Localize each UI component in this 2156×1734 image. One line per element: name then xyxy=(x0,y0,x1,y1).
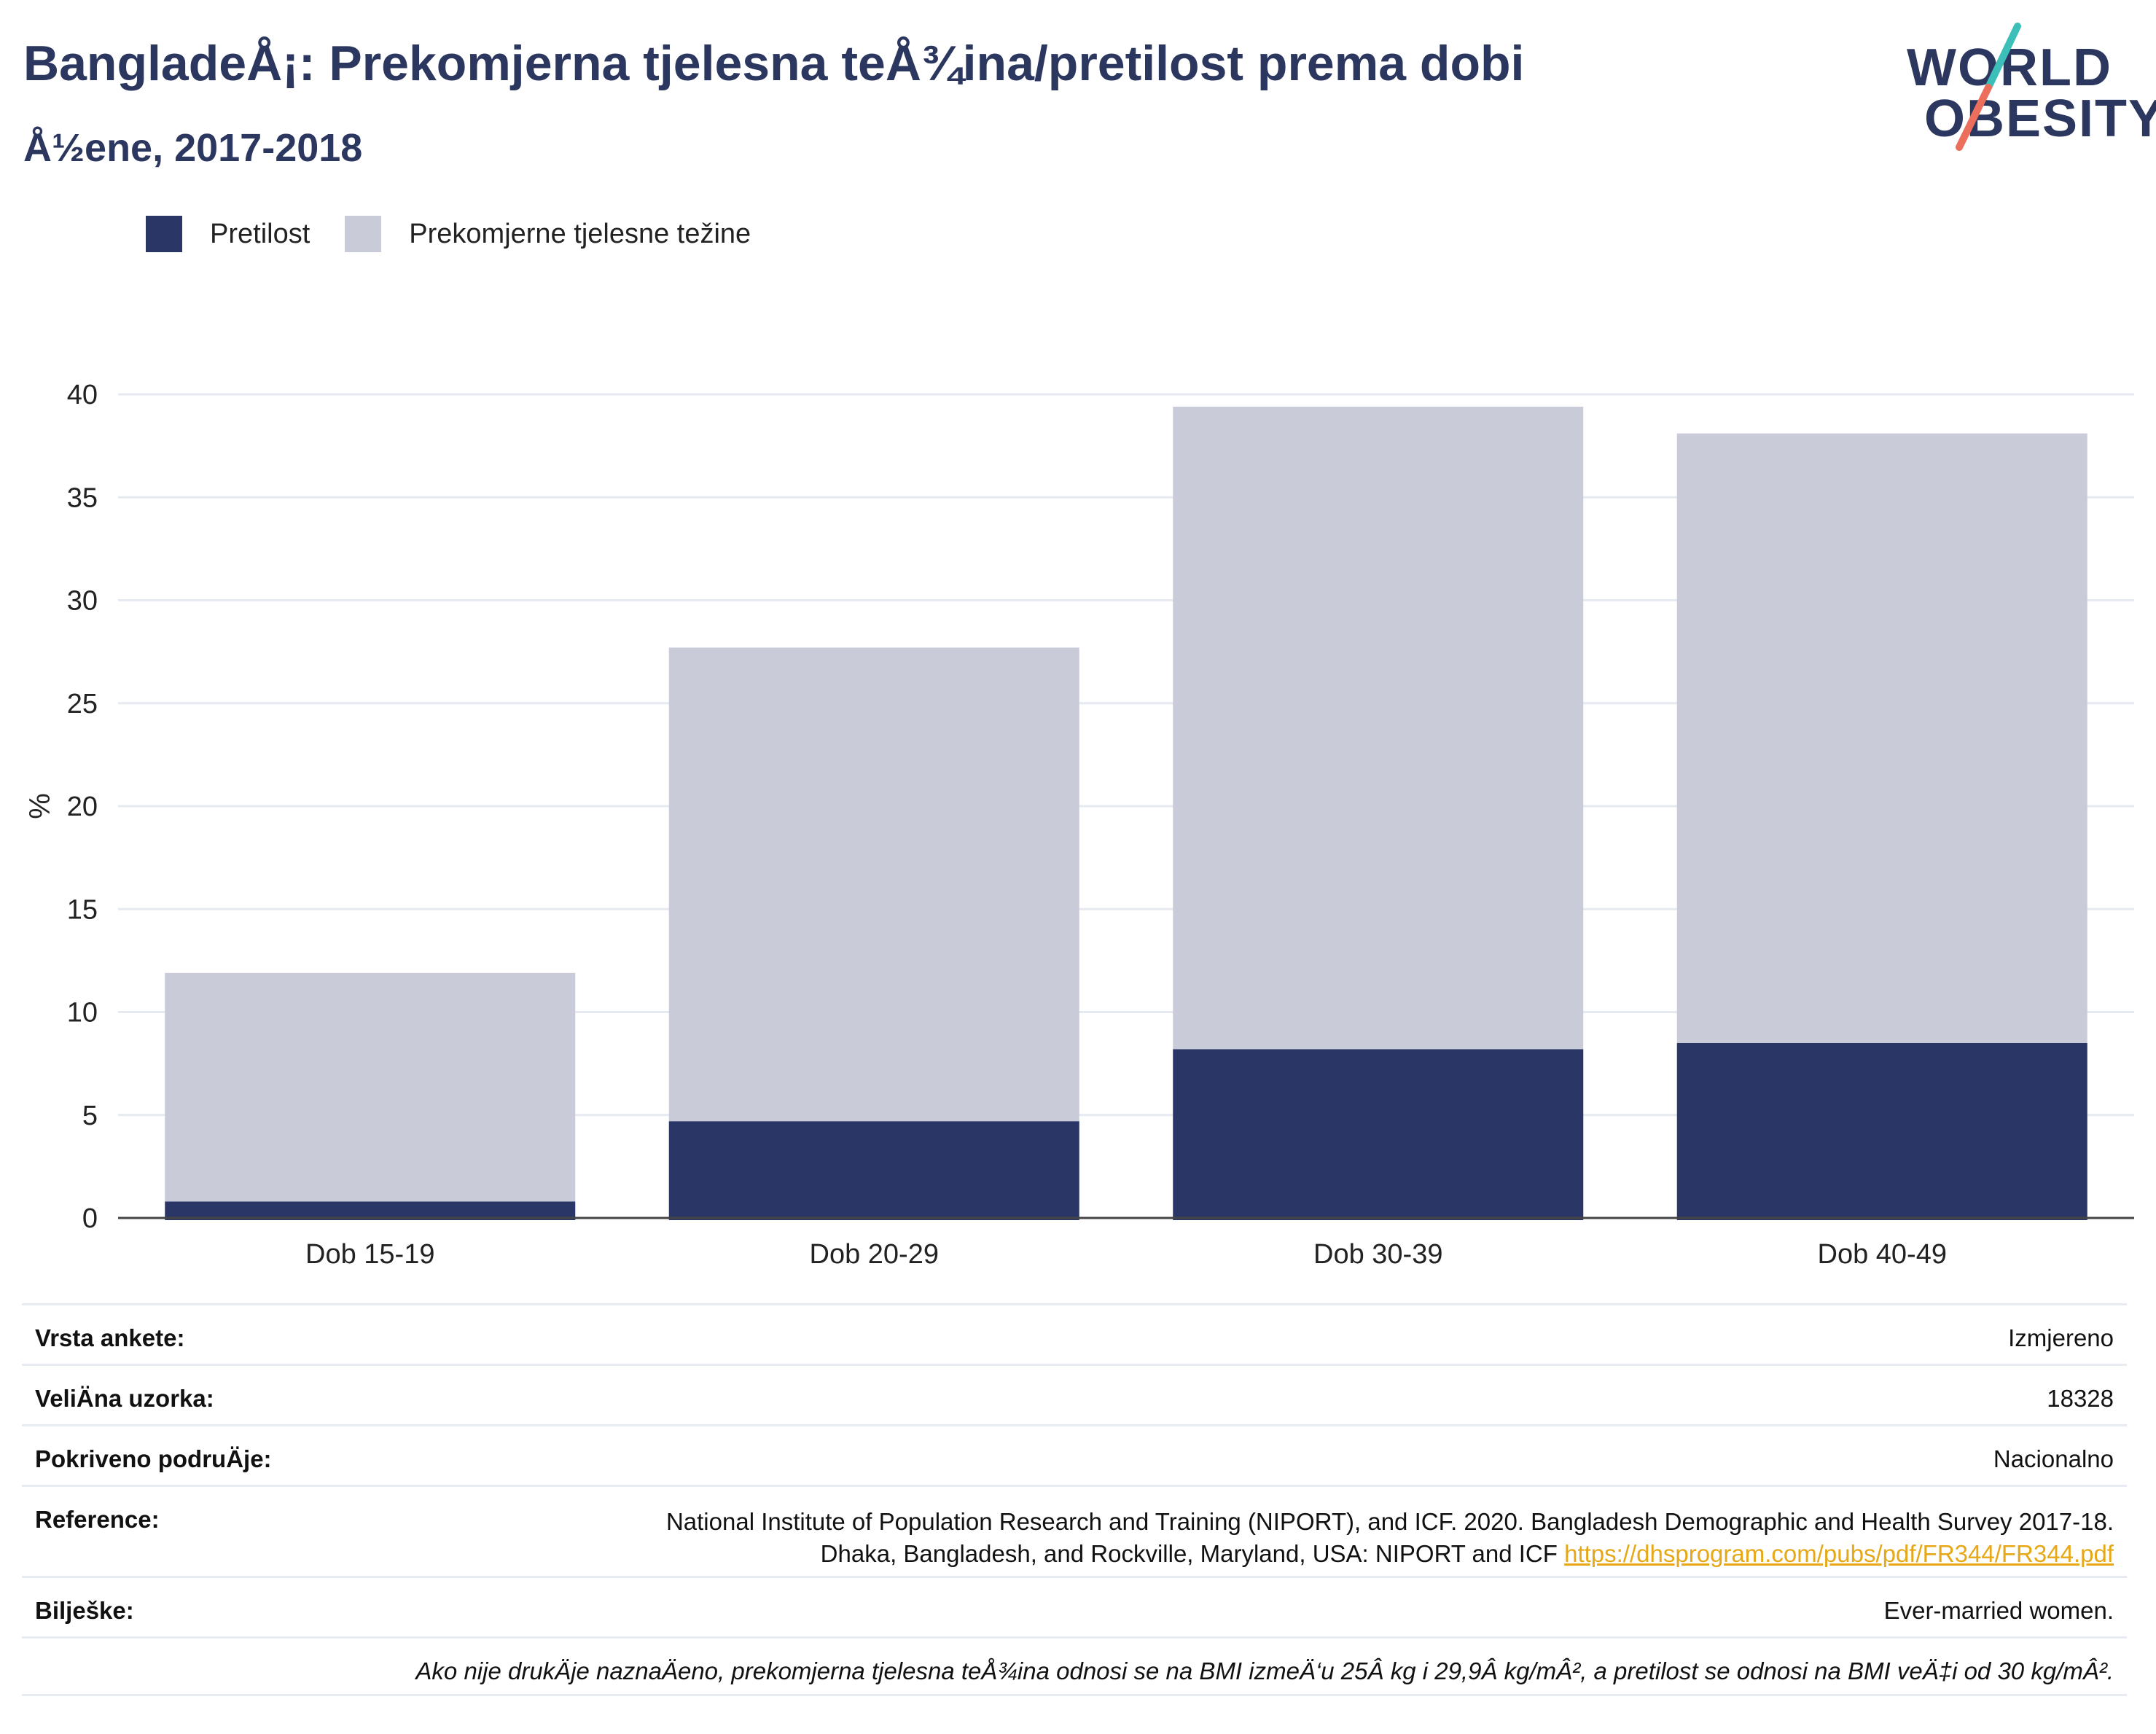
y-tick-label: 10 xyxy=(67,998,98,1028)
info-row-survey-type: Vrsta ankete: Izmjereno xyxy=(22,1303,2127,1364)
x-tick-label: Dob 40-49 xyxy=(1818,1239,1947,1270)
bar-obesity xyxy=(1173,1049,1583,1220)
coverage-value: Nacionalno xyxy=(1993,1445,2114,1485)
info-row-footnote: Ako nije drukÄje naznaÄeno, prekomjern… xyxy=(22,1636,2127,1696)
y-tick-label: 35 xyxy=(67,483,98,513)
reference-value: National Institute of Population Researc… xyxy=(666,1506,2114,1576)
bar-obesity xyxy=(669,1121,1079,1220)
info-row-reference: Reference: National Institute of Populat… xyxy=(22,1485,2127,1576)
y-tick-label: 0 xyxy=(82,1203,98,1234)
footnote: Ako nije drukÄje naznaÄeno, prekomjern… xyxy=(415,1657,2114,1694)
survey-type-label: Vrsta ankete: xyxy=(35,1324,184,1364)
sample-size-label: VeliÄna uzorka: xyxy=(35,1385,214,1424)
y-tick-label: 15 xyxy=(67,894,98,925)
info-row-coverage: Pokriveno podruÄje: Nacionalno xyxy=(22,1424,2127,1485)
reference-label: Reference: xyxy=(35,1506,160,1576)
y-tick-label: 20 xyxy=(67,792,98,822)
bar-obesity xyxy=(1677,1043,2087,1220)
x-tick-label: Dob 15-19 xyxy=(305,1239,434,1270)
coverage-label: Pokriveno podruÄje: xyxy=(35,1445,272,1485)
info-row-notes: Bilješke: Ever-married women. xyxy=(22,1576,2127,1636)
reference-line-2: Dhaka, Bangladesh, and Rockville, Maryla… xyxy=(821,1540,1564,1567)
y-tick-label: 5 xyxy=(82,1101,98,1131)
bar-overweight xyxy=(1677,434,2087,1043)
reference-line-1: National Institute of Population Researc… xyxy=(666,1506,2114,1538)
y-tick-label: 40 xyxy=(67,380,98,410)
notes-label: Bilješke: xyxy=(35,1597,134,1636)
y-axis-title: % xyxy=(24,793,56,819)
notes-value: Ever-married women. xyxy=(1884,1597,2114,1636)
stacked-bar-chart: 0 5 10 15 20 25 30 35 40% Dob 15-19 Dob 20-29 Dob 3… xyxy=(0,0,2156,1283)
info-row-sample-size: VeliÄna uzorka: 18328 xyxy=(22,1364,2127,1424)
bar-overweight xyxy=(669,647,1079,1121)
x-tick-label: Dob 30-39 xyxy=(1313,1239,1442,1270)
x-tick-label: Dob 20-29 xyxy=(810,1239,939,1270)
bar-overweight xyxy=(165,973,575,1202)
bar-overweight xyxy=(1173,407,1583,1049)
y-tick-label: 25 xyxy=(67,689,98,719)
reference-line-2-wrap: Dhaka, Bangladesh, and Rockville, Maryla… xyxy=(666,1538,2114,1570)
survey-info-table: Vrsta ankete: Izmjereno VeliÄna uzorka:… xyxy=(22,1303,2127,1696)
reference-link[interactable]: https://dhsprogram.com/pubs/pdf/FR344/FR… xyxy=(1564,1540,2114,1567)
survey-type-value: Izmjereno xyxy=(2008,1324,2114,1364)
sample-size-value: 18328 xyxy=(2047,1385,2114,1424)
y-tick-label: 30 xyxy=(67,586,98,617)
